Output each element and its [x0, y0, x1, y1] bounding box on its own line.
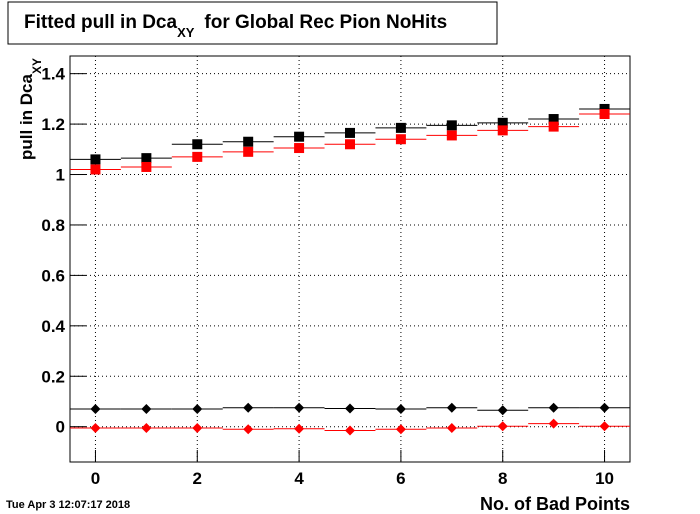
y-tick-label: 1.2: [41, 115, 65, 134]
marker: [192, 151, 203, 162]
marker: [599, 421, 610, 432]
x-axis-label: No. of Bad Points: [480, 494, 630, 514]
marker: [497, 117, 508, 128]
title-box: [7, 1, 498, 45]
marker: [497, 421, 508, 432]
y-tick-label: 0.2: [41, 367, 65, 386]
marker: [446, 402, 457, 413]
y-tick-label: 1: [56, 166, 65, 185]
y-tick-label: 0.8: [41, 216, 65, 235]
marker: [599, 109, 610, 119]
marker: [395, 404, 406, 415]
x-tick-label: 0: [91, 469, 100, 488]
x-tick-label: 8: [498, 469, 507, 488]
y-axis-label: pull in DcaXY: [17, 58, 44, 160]
marker: [90, 404, 101, 415]
marker: [243, 136, 254, 147]
marker: [243, 402, 254, 413]
marker: [548, 418, 559, 429]
marker: [345, 139, 355, 150]
x-tick-label: 2: [193, 469, 202, 488]
marker: [141, 153, 152, 164]
marker: [141, 404, 152, 415]
marker: [395, 134, 406, 145]
marker: [141, 161, 152, 172]
marker: [294, 143, 305, 154]
marker: [90, 154, 101, 165]
marker: [548, 114, 559, 125]
title-subscript: XY: [177, 25, 195, 40]
marker: [90, 422, 101, 433]
marker: [446, 422, 457, 433]
marker: [294, 423, 305, 434]
marker: [345, 127, 355, 138]
marker: [599, 402, 610, 413]
marker: [497, 405, 508, 416]
title-rest: for Global Rec Pion NoHits: [204, 12, 447, 33]
x-tick-label: 6: [396, 469, 405, 488]
marker: [446, 120, 457, 131]
title-main: Fitted pull in Dca: [24, 12, 177, 33]
marker: [141, 422, 152, 433]
marker: [548, 402, 559, 413]
y-tick-label: 1.4: [41, 65, 65, 84]
marker: [243, 146, 254, 157]
y-tick-label: 0: [56, 418, 65, 437]
marker: [90, 164, 101, 175]
y-tick-label: 0.6: [41, 266, 65, 285]
ylabel-subscript: XY: [30, 58, 44, 74]
chart-title: Fitted pull in DcaXY for Global Rec Pion …: [24, 12, 447, 40]
y-tick-label: 0.4: [41, 317, 65, 336]
marker: [294, 402, 305, 413]
marker: [294, 131, 305, 142]
x-tick-label: 10: [595, 469, 614, 488]
marker: [446, 130, 457, 141]
ylabel-main: pull in Dca: [17, 74, 36, 161]
marker: [599, 103, 610, 114]
marker: [192, 139, 203, 150]
marker: [192, 422, 203, 433]
marker: [192, 404, 203, 415]
marker: [243, 424, 254, 435]
marker: [548, 121, 559, 132]
marker: [497, 125, 508, 136]
marker: [345, 403, 355, 414]
marker: [395, 424, 406, 435]
marker: [345, 425, 355, 436]
timestamp: Tue Apr 3 12:07:17 2018: [6, 499, 130, 511]
plot-frame: [69, 55, 631, 463]
marker: [395, 122, 406, 133]
x-tick-label: 4: [294, 469, 304, 488]
